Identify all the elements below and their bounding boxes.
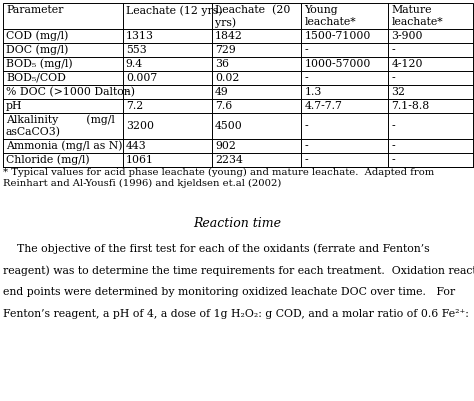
Text: BOD₅/COD: BOD₅/COD: [6, 73, 66, 83]
Text: 9.4: 9.4: [126, 59, 143, 69]
Text: -: -: [304, 73, 308, 83]
Text: 7.6: 7.6: [215, 101, 232, 111]
Text: 32: 32: [392, 87, 405, 97]
Bar: [3, 3, 473, 167]
Text: 2234: 2234: [215, 155, 243, 165]
Text: Leachate (12 yrs): Leachate (12 yrs): [126, 5, 222, 16]
Text: % DOC (>1000 Dalton): % DOC (>1000 Dalton): [6, 87, 135, 97]
Text: -: -: [392, 121, 395, 131]
Text: 4-120: 4-120: [392, 59, 423, 69]
Text: 7.1-8.8: 7.1-8.8: [392, 101, 429, 111]
Text: Young
leachate*: Young leachate*: [304, 5, 356, 26]
Text: -: -: [392, 73, 395, 83]
Text: -: -: [126, 87, 129, 97]
Text: -: -: [304, 45, 308, 55]
Text: Mature
leachate*: Mature leachate*: [392, 5, 443, 26]
Text: DOC (mg/l): DOC (mg/l): [6, 45, 68, 55]
Text: reagent) was to determine the time requirements for each treatment.  Oxidation r: reagent) was to determine the time requi…: [3, 265, 474, 275]
Text: 3200: 3200: [126, 121, 154, 131]
Text: 0.007: 0.007: [126, 73, 157, 83]
Text: 49: 49: [215, 87, 229, 97]
Text: 443: 443: [126, 141, 146, 151]
Text: 1500-71000: 1500-71000: [304, 31, 371, 41]
Text: 3-900: 3-900: [392, 31, 423, 41]
Text: 902: 902: [215, 141, 236, 151]
Text: Alkalinity        (mg/l
asCaCO3): Alkalinity (mg/l asCaCO3): [6, 115, 115, 137]
Text: The objective of the first test for each of the oxidants (ferrate and Fenton’s: The objective of the first test for each…: [3, 243, 429, 253]
Text: 36: 36: [215, 59, 229, 69]
Text: Reinhart and Al-Yousfi (1996) and kjeldsen et.al (2002): Reinhart and Al-Yousfi (1996) and kjelds…: [3, 179, 282, 188]
Text: 1000-57000: 1000-57000: [304, 59, 371, 69]
Text: -: -: [304, 121, 308, 131]
Text: -: -: [392, 155, 395, 165]
Text: 553: 553: [126, 45, 146, 55]
Text: Parameter: Parameter: [6, 5, 64, 15]
Text: Reaction time: Reaction time: [193, 217, 281, 230]
Text: 729: 729: [215, 45, 236, 55]
Text: Chloride (mg/l): Chloride (mg/l): [6, 155, 90, 165]
Text: Fenton’s reagent, a pH of 4, a dose of 1g H₂O₂: g COD, and a molar ratio of 0.6 : Fenton’s reagent, a pH of 4, a dose of 1…: [3, 309, 469, 319]
Text: 1313: 1313: [126, 31, 154, 41]
Text: 0.02: 0.02: [215, 73, 239, 83]
Text: * Typical values for acid phase leachate (young) and mature leachate.  Adapted f: * Typical values for acid phase leachate…: [3, 168, 434, 177]
Text: -: -: [392, 141, 395, 151]
Text: Ammonia (mg/l as N): Ammonia (mg/l as N): [6, 141, 122, 151]
Text: 1.3: 1.3: [304, 87, 322, 97]
Text: COD (mg/l): COD (mg/l): [6, 31, 68, 41]
Text: 4500: 4500: [215, 121, 243, 131]
Text: -: -: [304, 155, 308, 165]
Text: end points were determined by monitoring oxidized leachate DOC over time.   For: end points were determined by monitoring…: [3, 287, 455, 297]
Text: BOD₅ (mg/l): BOD₅ (mg/l): [6, 59, 73, 69]
Text: -: -: [304, 141, 308, 151]
Text: 7.2: 7.2: [126, 101, 143, 111]
Text: -: -: [392, 45, 395, 55]
Text: 4.7-7.7: 4.7-7.7: [304, 101, 342, 111]
Text: Leachate  (20
yrs): Leachate (20 yrs): [215, 5, 291, 28]
Text: 1842: 1842: [215, 31, 243, 41]
Text: pH: pH: [6, 101, 22, 111]
Text: 1061: 1061: [126, 155, 154, 165]
